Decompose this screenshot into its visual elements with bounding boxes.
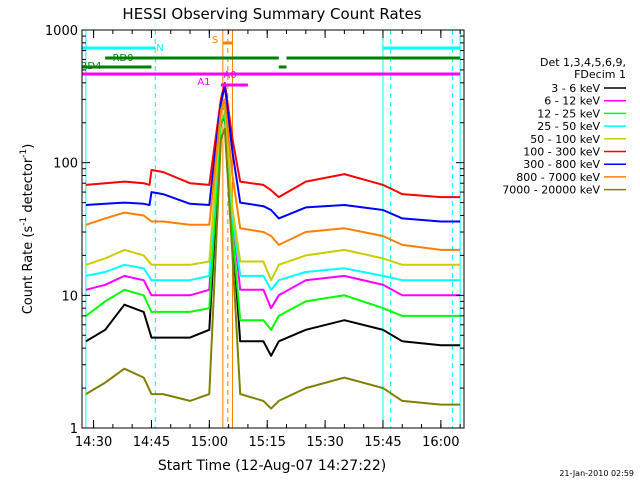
x-tick-label: 14:45 (133, 435, 170, 450)
series-line-800-7000-kev (85, 98, 461, 251)
x-tick-label: 15:30 (306, 435, 343, 450)
axes-group: 14:30 14:45 15:00 15:15 15:30 15:45 16:00 1 10 10… (45, 24, 464, 450)
x-tick-label: 15:45 (364, 435, 401, 450)
legend-label: 100 - 300 keV (523, 146, 600, 159)
legend-header-fdecim: FDecim 1 (574, 68, 626, 81)
status-label-rd0: RD0 (112, 53, 133, 64)
legend-label: 6 - 12 keV (544, 95, 600, 108)
legend-label: 3 - 6 keV (551, 82, 600, 95)
status-label-n: N (156, 43, 163, 54)
status-label-a1: A1 (197, 77, 210, 88)
x-tick-label: 16:00 (422, 435, 459, 450)
plot-frame (81, 29, 465, 429)
status-bars-group: N S RD0 RD4 A0 A1 (80, 35, 461, 88)
series-line-7000-20000-kev (85, 127, 461, 410)
footer-timestamp: 21-Jan-2010 02:59 (559, 469, 634, 478)
legend-label: 25 - 50 keV (537, 120, 600, 133)
y-tick-label: 1000 (45, 24, 78, 39)
status-label-s: S (212, 35, 218, 46)
series-line-50-100-kev (85, 104, 461, 282)
y-tick-label: 10 (61, 289, 78, 304)
x-tick-label: 15:00 (191, 435, 228, 450)
data-series-group (85, 81, 461, 410)
series-line-300-800-kev (85, 84, 461, 223)
legend-label: 300 - 800 keV (523, 158, 600, 171)
status-label-rd4: RD4 (80, 61, 101, 72)
status-label-a0: A0 (223, 70, 236, 81)
x-axis-label: Start Time (12-Aug-07 14:27:22) (158, 458, 386, 474)
y-tick-label: 1 (70, 422, 78, 437)
chart-title: HESSI Observing Summary Count Rates (122, 5, 421, 23)
y-tick-label: 100 (53, 157, 78, 172)
legend-label: 7000 - 20000 keV (502, 184, 600, 197)
legend-label: 800 - 7000 keV (516, 171, 600, 184)
x-tick-label: 14:30 (75, 435, 112, 450)
legend-header-detectors: Det 1,3,4,5,6,9, (540, 56, 626, 69)
legend-label: 12 - 25 keV (537, 107, 600, 120)
series-line-12-25-kev (85, 113, 461, 331)
y-axis-label: Count Rate (s-1 detector-1) (19, 144, 36, 315)
x-tick-label: 15:15 (248, 435, 285, 450)
legend-label: 50 - 100 keV (530, 133, 600, 146)
